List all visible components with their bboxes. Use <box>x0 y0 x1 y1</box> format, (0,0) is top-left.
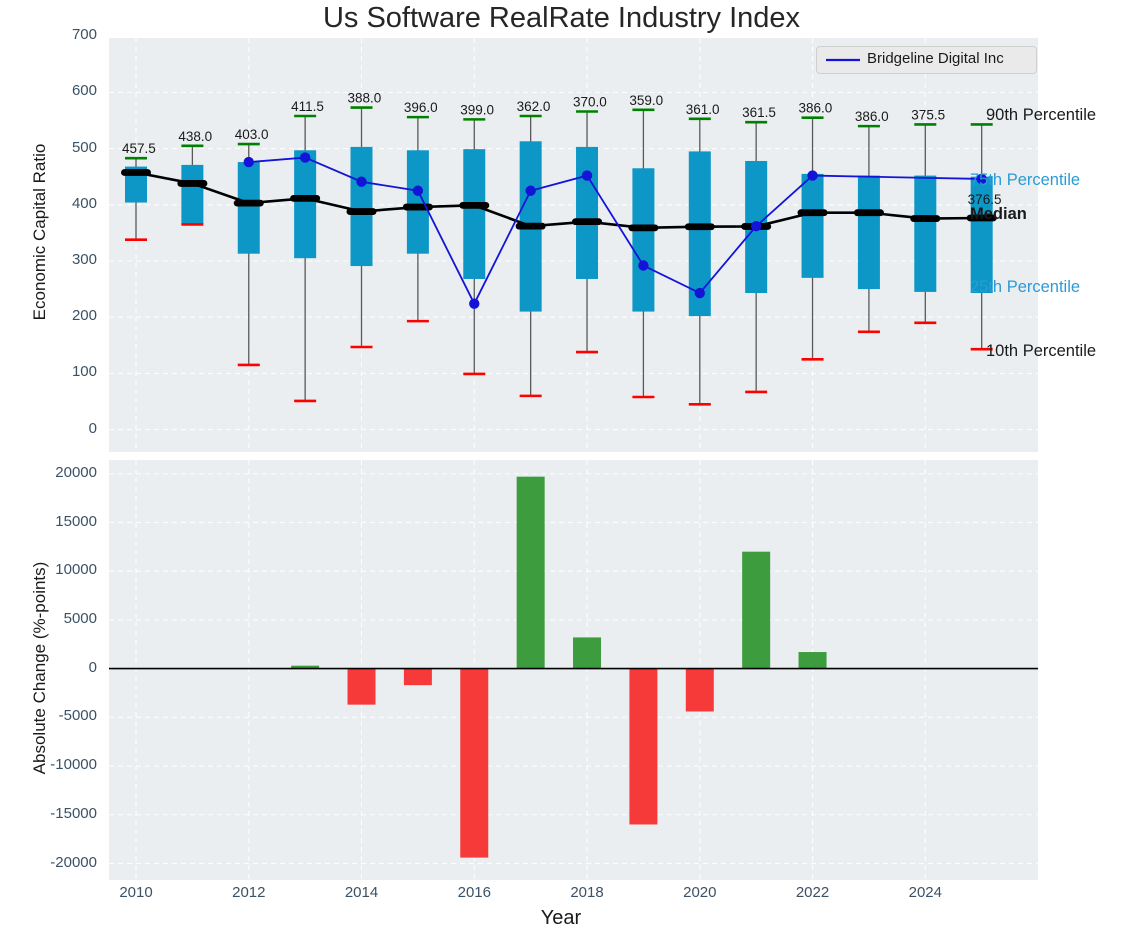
svg-text:361.5: 361.5 <box>742 105 776 120</box>
svg-text:386.0: 386.0 <box>799 101 833 116</box>
svg-text:396.0: 396.0 <box>404 100 438 115</box>
svg-text:388.0: 388.0 <box>348 91 382 106</box>
svg-text:370.0: 370.0 <box>573 95 607 110</box>
svg-text:386.0: 386.0 <box>855 109 889 124</box>
svg-text:403.0: 403.0 <box>235 127 269 142</box>
svg-text:411.5: 411.5 <box>291 99 324 114</box>
svg-text:399.0: 399.0 <box>460 102 494 117</box>
svg-text:362.0: 362.0 <box>517 99 551 114</box>
svg-text:457.5: 457.5 <box>122 141 156 156</box>
svg-text:361.0: 361.0 <box>686 102 720 117</box>
svg-text:438.0: 438.0 <box>178 129 212 144</box>
svg-text:359.0: 359.0 <box>629 93 663 108</box>
svg-text:375.5: 375.5 <box>911 107 945 122</box>
